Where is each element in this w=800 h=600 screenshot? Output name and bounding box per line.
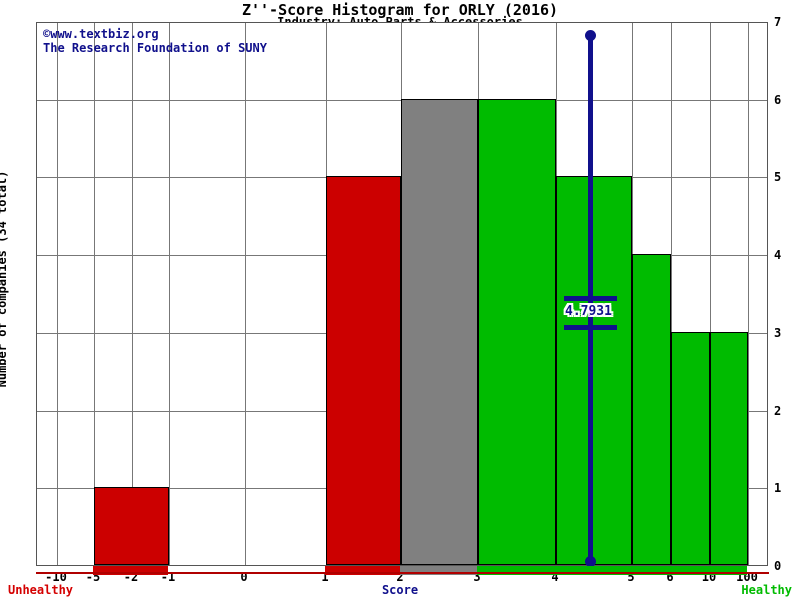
strip-baseline xyxy=(36,572,769,574)
x-tick-label: 4 xyxy=(551,570,559,584)
score-zone-strip xyxy=(36,566,768,575)
histogram-bar xyxy=(632,254,671,565)
watermark-site: ©www.textbiz.org xyxy=(43,27,159,41)
y-axis-label: Number of companies (34 total) xyxy=(0,170,9,388)
gridline-vertical xyxy=(671,23,672,565)
x-tick-label: 2 xyxy=(396,570,404,584)
healthy-label: Healthy xyxy=(741,583,792,597)
x-tick-label: 0 xyxy=(240,570,248,584)
gridline-vertical xyxy=(169,23,170,565)
y-tick-label: 5 xyxy=(774,170,782,185)
zone-segment xyxy=(400,566,477,575)
zone-segment xyxy=(93,566,168,575)
histogram-bar xyxy=(401,98,478,565)
y-tick-label: 0 xyxy=(774,559,782,573)
histogram-bar xyxy=(710,331,748,565)
plot-area: 4.7931 ©www.textbiz.org The Research Fou… xyxy=(36,22,768,567)
histogram-bar xyxy=(671,331,710,565)
histogram-bar xyxy=(556,176,632,565)
y-tick-label: 4 xyxy=(774,248,782,263)
x-tick-label: 5 xyxy=(627,570,635,584)
histogram-bar xyxy=(94,487,169,565)
x-tick-label: 6 xyxy=(666,570,674,584)
gridline-vertical xyxy=(748,23,749,565)
histogram-bar xyxy=(478,98,556,565)
gridline-vertical xyxy=(245,23,246,565)
y-tick-label: 2 xyxy=(774,403,782,418)
marker-dot-top xyxy=(585,29,596,41)
x-axis-title: Score xyxy=(381,583,419,597)
histogram-bar xyxy=(326,176,401,565)
y-tick-label: 1 xyxy=(774,481,782,496)
x-tick-label: 1 xyxy=(321,570,329,584)
y-tick-label: 3 xyxy=(774,325,782,340)
gridline-vertical xyxy=(132,23,133,565)
gridline-vertical xyxy=(57,23,58,565)
gridline-vertical xyxy=(94,23,95,565)
zone-segment xyxy=(477,566,747,575)
x-tick-label: 3 xyxy=(473,570,481,584)
watermark-org: The Research Foundation of SUNY xyxy=(43,41,267,55)
unhealthy-label: Unhealthy xyxy=(8,583,74,597)
zone-segment xyxy=(325,566,400,575)
y-tick-label: 6 xyxy=(774,92,782,107)
y-tick-label: 7 xyxy=(774,15,782,29)
gridline-vertical xyxy=(710,23,711,565)
chart-title: Z''-Score Histogram for ORLY (2016) xyxy=(241,1,559,19)
